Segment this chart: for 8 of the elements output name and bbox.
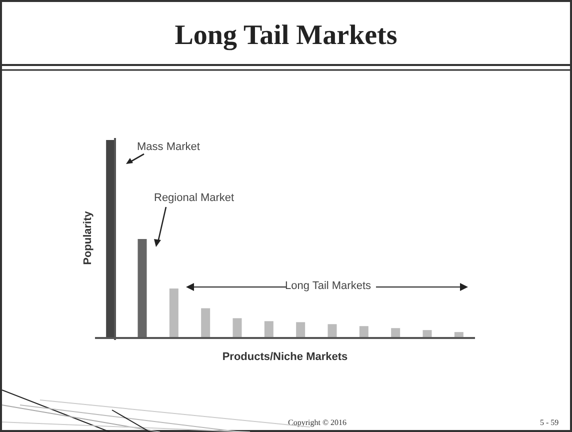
chart-title: Long Tail Markets (174, 20, 398, 52)
text: Copyright © 2016 (288, 418, 347, 427)
annotation: Mass Market (137, 141, 200, 153)
text: 5 - 59 (540, 418, 559, 427)
annotation: Regional Market (154, 192, 234, 204)
x-axis-title: Products/Niche Markets (222, 351, 348, 363)
y-axis-title: Popularity (82, 211, 94, 265)
annotation: Long Tail Markets (284, 280, 372, 292)
